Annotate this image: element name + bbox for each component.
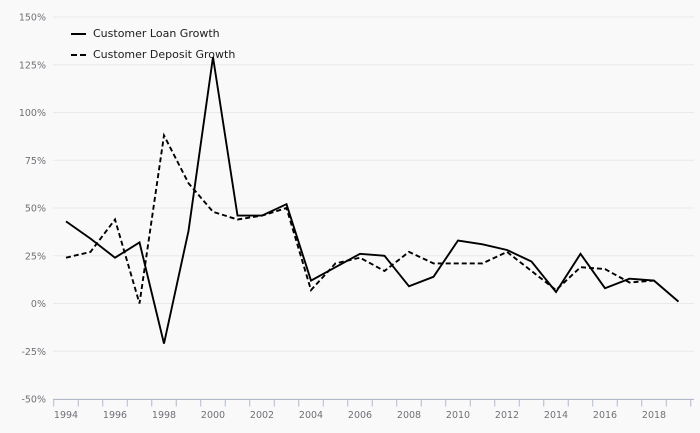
x-tick-label: 2018: [642, 410, 666, 421]
x-axis: [53, 399, 694, 407]
x-tick-label: 2002: [250, 410, 274, 421]
gridlines: [53, 16, 694, 400]
x-tick-label: 2012: [495, 410, 519, 421]
y-tick-label: 50%: [25, 204, 46, 215]
x-tick-label: 1998: [152, 410, 176, 421]
y-tick-label: 125%: [19, 60, 46, 71]
legend-item-loan-growth: Customer Loan Growth: [71, 26, 235, 42]
legend-item-deposit-growth: Customer Deposit Growth: [71, 47, 235, 63]
y-tick-label: 25%: [25, 251, 46, 262]
legend-label-loan-growth: Customer Loan Growth: [93, 27, 220, 40]
y-tick-label: -50%: [21, 395, 46, 406]
x-tick-label: 2016: [593, 410, 617, 421]
y-tick-label: -25%: [21, 347, 46, 358]
x-axis-labels: 1994 1996 1998 2000 2002 2004 2006 2008 2010 2012…: [54, 410, 666, 421]
x-tick-label: 2008: [397, 410, 421, 421]
legend: Customer Loan Growth Customer Deposit Gr…: [71, 26, 235, 63]
x-tick-label: 2010: [446, 410, 470, 421]
y-tick-label: 150%: [19, 13, 46, 24]
x-tick-label: 2000: [201, 410, 225, 421]
x-tick-label: 2004: [299, 410, 323, 421]
y-axis-labels: 150% 125% 100% 75% 50% 25% 0% -25% -50%: [19, 13, 46, 406]
y-tick-label: 100%: [19, 108, 46, 119]
deposit-growth-line: [65, 132, 655, 304]
solid-line-swatch-icon: [71, 33, 86, 35]
loan-growth-line: [65, 56, 680, 344]
x-tick-label: 1994: [54, 410, 78, 421]
x-tick-label: 1996: [103, 410, 127, 421]
legend-label-deposit-growth: Customer Deposit Growth: [93, 48, 236, 61]
y-tick-label: 0%: [31, 299, 46, 310]
y-tick-label: 75%: [25, 156, 46, 167]
x-tick-label: 2006: [348, 410, 372, 421]
dashed-line-swatch-icon: [71, 54, 86, 56]
x-tick-label: 2014: [544, 410, 568, 421]
